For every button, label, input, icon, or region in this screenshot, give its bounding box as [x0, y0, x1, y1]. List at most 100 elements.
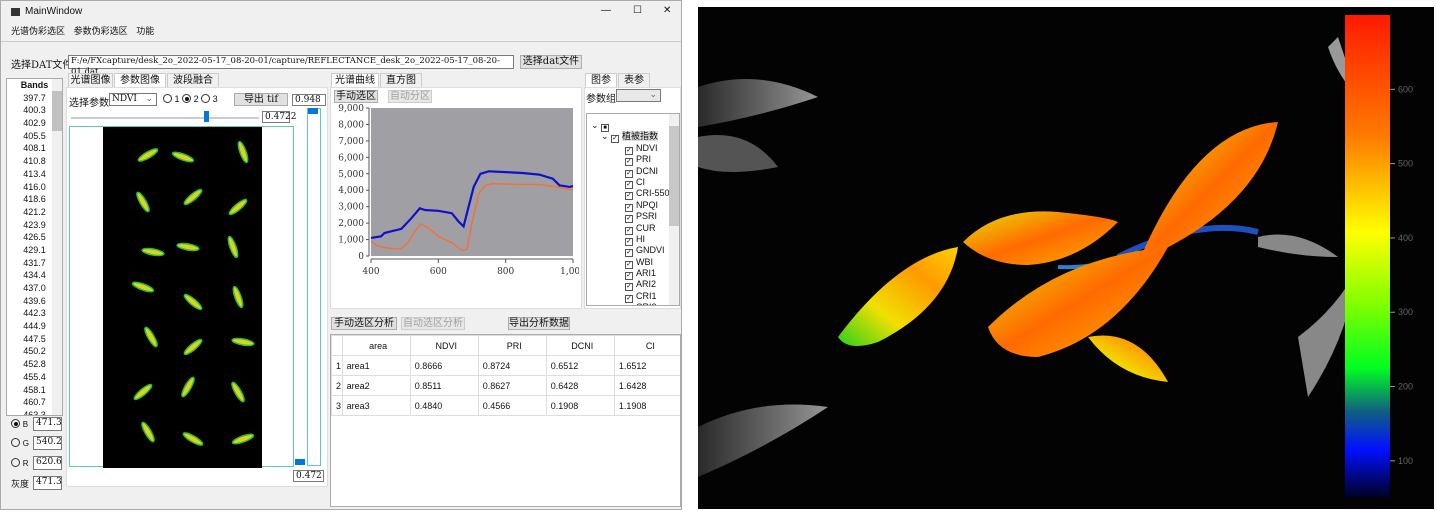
checkbox-icon[interactable]: ✓ — [625, 146, 633, 155]
band-item[interactable]: 400.3 — [23, 105, 46, 116]
tree-root[interactable]: ⌄ ■ — [587, 120, 679, 132]
table-cell[interactable]: 0.4840 — [409, 395, 479, 416]
band-item[interactable]: 444.9 — [23, 321, 46, 332]
tree-group[interactable]: ⌄ ✓ 植被指数 — [601, 131, 659, 144]
table-cell[interactable]: area1 — [341, 355, 411, 376]
tab-spectral-image[interactable]: 光谱图像 — [68, 73, 113, 87]
vertical-range-slider[interactable] — [307, 108, 321, 466]
band-item[interactable]: 460.7 — [23, 397, 46, 408]
checkbox-icon[interactable]: ✓ — [625, 226, 633, 235]
tree-item[interactable]: ✓ WBI — [625, 256, 653, 269]
band-item[interactable]: 434.4 — [23, 270, 46, 281]
table-cell[interactable]: 0.8511 — [409, 375, 479, 396]
manual-select-button[interactable]: 手动选区 — [334, 90, 378, 103]
r-band-input[interactable]: 620.6 — [33, 456, 62, 470]
menu-spectral[interactable]: 光谱伪彩选区 — [11, 27, 66, 37]
checkbox-icon[interactable]: ✓ — [625, 249, 633, 258]
tree-item[interactable]: ✓ HI — [625, 233, 645, 246]
tree-item[interactable]: ✓ GNDVI — [625, 245, 665, 258]
checkbox-icon[interactable]: ✓ — [625, 158, 633, 167]
tab-spectral-curve[interactable]: 光谱曲线 — [331, 73, 379, 87]
tree-item[interactable]: ✓ CUR — [625, 222, 656, 235]
tree-item[interactable]: ✓ CRI1 — [625, 290, 657, 303]
checkbox-icon[interactable]: ✓ — [625, 215, 633, 224]
table-cell[interactable]: 0.8627 — [477, 375, 547, 396]
tree-item[interactable]: ✓ CRI-550 — [625, 188, 670, 201]
minimize-button[interactable]: — — [601, 5, 611, 16]
table-cell[interactable]: area3 — [341, 395, 411, 416]
checkbox-icon[interactable]: ✓ — [625, 180, 633, 189]
checkbox-icon[interactable]: ✓ — [625, 272, 633, 281]
band-item[interactable]: 439.6 — [23, 295, 46, 306]
min-value-input[interactable]: 0.472 — [293, 470, 324, 482]
tab-band-fusion[interactable]: 波段融合 — [167, 73, 219, 87]
band-item[interactable]: 397.7 — [23, 92, 46, 103]
param-tree[interactable]: ⌄ ■ ⌄ ✓ 植被指数 ✓ NDVI ✓ PRI ✓ DCNI ✓ CI ✓ CRI-550 ✓ NP… — [586, 113, 680, 306]
bands-scrollbar[interactable] — [52, 79, 62, 415]
table-cell[interactable]: 1 — [331, 355, 343, 376]
tree-item[interactable]: ✓ PSRI — [625, 211, 658, 224]
column-header[interactable]: PRI — [477, 335, 547, 356]
band-item[interactable]: 455.4 — [23, 371, 46, 382]
band-item[interactable]: 450.2 — [23, 346, 46, 357]
max-value-input[interactable]: 0.948 — [292, 94, 326, 106]
table-cell[interactable]: 1.1908 — [613, 395, 680, 416]
select-dat-button[interactable]: 选择dat文件 — [520, 55, 582, 69]
close-button[interactable]: ✕ — [663, 5, 672, 16]
band-item[interactable]: 413.4 — [23, 168, 46, 179]
band-item[interactable]: 423.9 — [23, 219, 46, 230]
tree-item[interactable]: ✓CRI2 — [587, 302, 679, 305]
tree-item[interactable]: ✓ ARI1 — [625, 268, 657, 281]
table-cell[interactable]: 3 — [331, 395, 343, 416]
results-table[interactable]: areaNDVIPRIDCNICIC1area10.86660.87240.65… — [330, 334, 681, 507]
band-item[interactable]: 437.0 — [23, 283, 46, 293]
export-analysis-button[interactable]: 导出分析数据 — [508, 317, 570, 330]
menu-function[interactable]: 功能 — [136, 27, 155, 37]
threshold-slider[interactable] — [71, 117, 259, 119]
band-item[interactable]: 429.1 — [23, 244, 46, 255]
radio-r[interactable]: R — [11, 458, 29, 469]
table-cell[interactable]: area2 — [341, 375, 411, 396]
checkbox-icon[interactable]: ✓ — [625, 283, 633, 292]
file-path-input[interactable]: F:/e/FXcapture/desk_2o_2022-05-17_08-20-… — [68, 55, 514, 77]
checkbox-icon[interactable]: ✓ — [625, 294, 633, 303]
radio-g[interactable]: G — [11, 438, 29, 449]
table-cell[interactable]: 0.8724 — [477, 355, 547, 376]
column-header[interactable]: area — [341, 335, 411, 356]
band-item[interactable]: 408.1 — [23, 143, 46, 154]
band-item[interactable]: 416.0 — [23, 181, 46, 192]
tree-item[interactable]: ✓ PRI — [625, 154, 652, 167]
band-item[interactable]: 418.6 — [23, 194, 46, 205]
table-cell[interactable]: 0.4566 — [477, 395, 547, 416]
tab-param-image[interactable]: 参数图像 — [114, 73, 166, 87]
band-item[interactable]: 463.3 — [23, 409, 46, 416]
tree-item[interactable]: ✓ DCNI — [625, 165, 658, 178]
threshold-slider-handle[interactable] — [204, 111, 209, 122]
checkbox-icon[interactable]: ✓ — [625, 192, 633, 201]
gray-band-input[interactable]: 471.3 — [33, 476, 62, 490]
tab-image-params[interactable]: 图参 — [585, 73, 617, 87]
band-item[interactable]: 426.5 — [23, 232, 46, 243]
spectral-chart[interactable]: 0 1,000 2,000 3,000 4,000 5,000 6,000 7,000 8,00… — [331, 103, 579, 281]
g-band-input[interactable]: 540.2 — [33, 436, 62, 450]
table-cell[interactable]: 0.6428 — [545, 375, 615, 396]
band-item[interactable]: 447.5 — [23, 333, 46, 344]
band-item[interactable]: 421.2 — [23, 206, 46, 217]
checkbox-icon[interactable]: ✓ — [625, 237, 633, 246]
table-cell[interactable]: 1.6428 — [613, 375, 680, 396]
tree-item[interactable]: ✓ CI — [625, 176, 645, 189]
checkbox-icon[interactable]: ✓ — [625, 203, 633, 212]
table-cell[interactable]: 0.8666 — [409, 355, 479, 376]
tree-item[interactable]: ✓ ARI2 — [625, 279, 657, 292]
export-tif-button[interactable]: 导出 tif — [234, 93, 288, 106]
band-item[interactable]: 452.8 — [23, 359, 46, 370]
checkbox-icon[interactable]: ✓ — [625, 169, 633, 178]
tab-histogram[interactable]: 直方图 — [380, 73, 422, 87]
band-item[interactable]: 431.7 — [23, 257, 46, 268]
tree-scrollbar[interactable] — [669, 114, 679, 305]
tab-table-params[interactable]: 表参 — [618, 73, 650, 87]
param-group-select[interactable]: ⌄ — [616, 89, 661, 102]
